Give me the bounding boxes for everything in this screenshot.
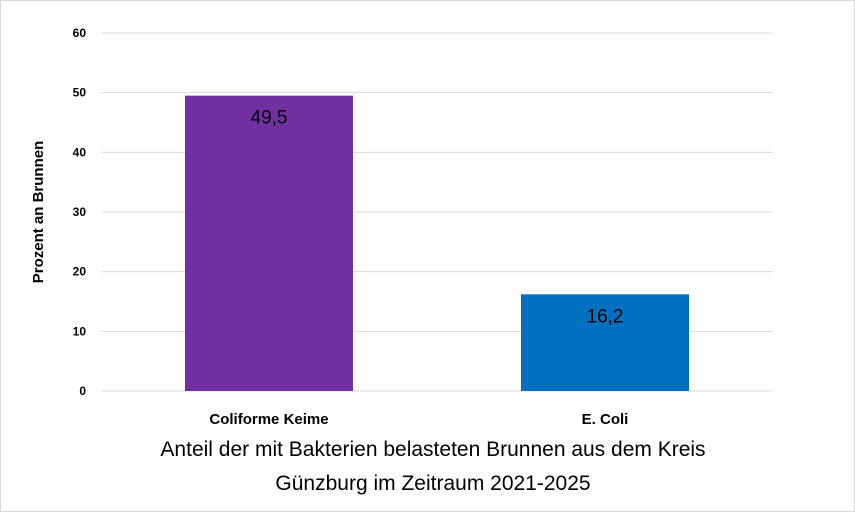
chart-title-line-2: Günzburg im Zeitraum 2021-2025 bbox=[275, 472, 590, 495]
y-axis-label: Prozent an Brunnen bbox=[30, 141, 47, 284]
bar bbox=[185, 95, 353, 392]
bar bbox=[521, 294, 689, 391]
x-category-label: E. Coli bbox=[582, 411, 629, 428]
y-tick-label: 30 bbox=[73, 205, 87, 219]
x-category-label: Coliforme Keime bbox=[209, 411, 328, 428]
y-tick-label: 40 bbox=[73, 145, 87, 159]
data-label: 49,5 bbox=[251, 108, 288, 129]
y-tick-label: 20 bbox=[73, 265, 87, 279]
y-axis-ticks: 0 10 20 30 40 50 60 bbox=[73, 26, 87, 398]
y-tick-label: 10 bbox=[73, 324, 87, 338]
y-tick-label: 60 bbox=[73, 26, 87, 40]
x-axis-categories: Coliforme Keime E. Coli bbox=[209, 411, 628, 428]
y-tick-label: 50 bbox=[73, 86, 87, 100]
bars: 49,5 16,2 bbox=[185, 95, 689, 392]
y-tick-label: 0 bbox=[79, 384, 86, 398]
data-label: 16,2 bbox=[587, 306, 624, 327]
chart-title-line-1: Anteil der mit Bakterien belasteten Brun… bbox=[160, 438, 705, 461]
